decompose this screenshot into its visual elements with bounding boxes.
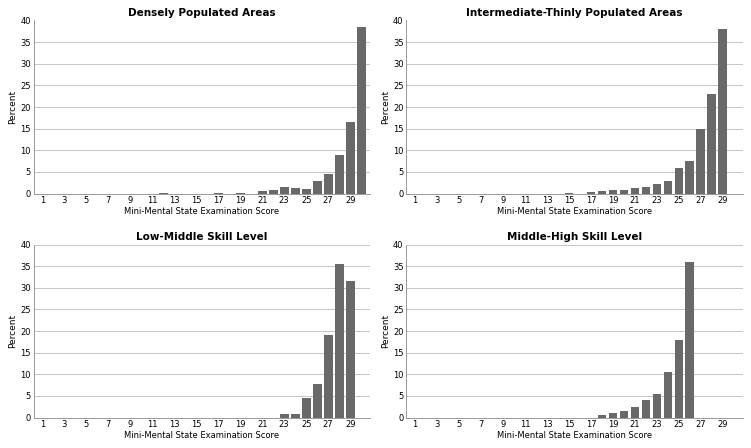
Bar [269, 190, 278, 194]
Title: Middle-High Skill Level: Middle-High Skill Level [507, 233, 642, 242]
Bar [280, 187, 288, 194]
Bar [641, 187, 650, 194]
Bar [345, 122, 354, 194]
Bar [663, 181, 672, 194]
Bar [345, 281, 354, 418]
Bar [598, 415, 606, 418]
Title: Densely Populated Areas: Densely Populated Areas [128, 9, 276, 18]
Bar [696, 129, 705, 194]
Bar [335, 155, 343, 194]
Bar [357, 94, 366, 194]
Bar [620, 411, 629, 418]
Bar [357, 27, 366, 194]
Bar [280, 414, 288, 418]
Bar [335, 264, 343, 418]
Bar [631, 407, 639, 418]
Bar [312, 384, 321, 418]
Bar [707, 94, 716, 194]
Bar [608, 413, 617, 418]
Y-axis label: Percent: Percent [381, 90, 390, 124]
Bar [674, 340, 683, 418]
Title: Intermediate-Thinly Populated Areas: Intermediate-Thinly Populated Areas [466, 9, 683, 18]
Bar [324, 174, 333, 194]
Bar [663, 372, 672, 418]
X-axis label: Mini-Mental State Examination Score: Mini-Mental State Examination Score [497, 207, 652, 215]
Bar [631, 188, 639, 194]
Bar [620, 190, 629, 194]
Bar [302, 189, 311, 194]
Bar [686, 161, 694, 194]
Bar [291, 414, 300, 418]
Bar [312, 181, 321, 194]
Bar [686, 262, 694, 418]
Bar [641, 400, 650, 418]
Y-axis label: Percent: Percent [8, 90, 17, 124]
X-axis label: Mini-Mental State Examination Score: Mini-Mental State Examination Score [124, 207, 279, 215]
X-axis label: Mini-Mental State Examination Score: Mini-Mental State Examination Score [124, 431, 279, 439]
Bar [653, 184, 662, 194]
Bar [608, 190, 617, 194]
Bar [324, 335, 333, 418]
Bar [236, 193, 245, 194]
Bar [719, 29, 727, 194]
Y-axis label: Percent: Percent [8, 314, 17, 348]
Bar [258, 191, 267, 194]
Bar [302, 398, 311, 418]
Title: Low-Middle Skill Level: Low-Middle Skill Level [136, 233, 267, 242]
Bar [587, 192, 596, 194]
Bar [653, 394, 662, 418]
Bar [291, 188, 300, 194]
Y-axis label: Percent: Percent [381, 314, 390, 348]
Bar [598, 191, 606, 194]
Bar [674, 168, 683, 194]
X-axis label: Mini-Mental State Examination Score: Mini-Mental State Examination Score [497, 431, 652, 439]
